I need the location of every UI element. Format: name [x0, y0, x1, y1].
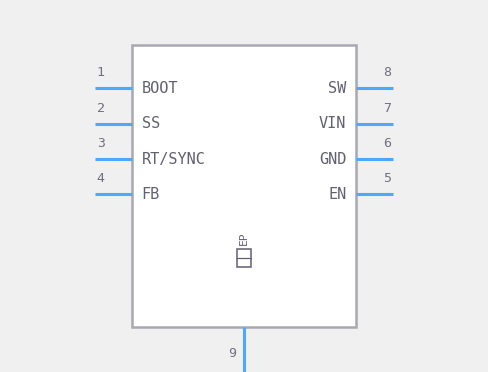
Text: 7: 7 — [383, 102, 391, 115]
Text: SW: SW — [328, 81, 346, 96]
Text: 4: 4 — [97, 172, 105, 185]
Text: 6: 6 — [383, 137, 391, 150]
Bar — [237, 249, 251, 267]
Text: GND: GND — [319, 152, 346, 167]
Text: SS: SS — [142, 116, 160, 131]
Text: 8: 8 — [383, 66, 391, 79]
Text: FB: FB — [142, 187, 160, 202]
Text: 3: 3 — [97, 137, 105, 150]
Text: EP: EP — [239, 231, 249, 245]
Text: BOOT: BOOT — [142, 81, 178, 96]
Text: 5: 5 — [383, 172, 391, 185]
Text: RT/SYNC: RT/SYNC — [142, 152, 205, 167]
Text: EN: EN — [328, 187, 346, 202]
Bar — [132, 45, 356, 327]
Text: VIN: VIN — [319, 116, 346, 131]
Text: 9: 9 — [228, 347, 236, 360]
Text: 2: 2 — [97, 102, 105, 115]
Text: 1: 1 — [97, 66, 105, 79]
